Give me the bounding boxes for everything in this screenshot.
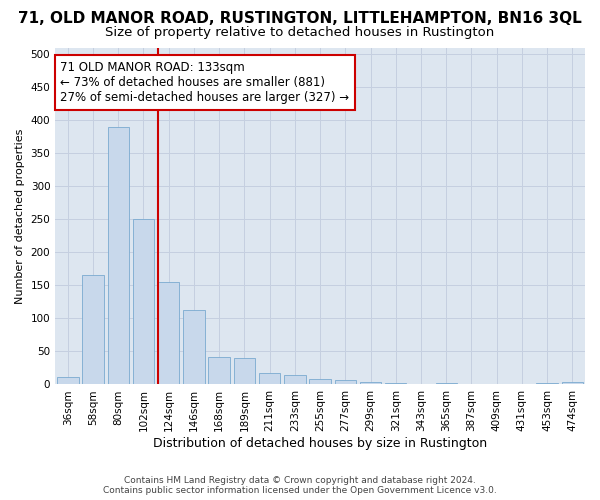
Bar [57,376,79,384]
Bar [284,375,305,384]
Bar [158,282,179,384]
X-axis label: Distribution of detached houses by size in Rustington: Distribution of detached houses by size … [153,437,487,450]
Bar [436,383,457,384]
Bar [82,276,104,384]
Text: 71 OLD MANOR ROAD: 133sqm
← 73% of detached houses are smaller (881)
27% of semi: 71 OLD MANOR ROAD: 133sqm ← 73% of detac… [61,61,350,104]
Bar [310,379,331,384]
Bar [233,358,255,384]
Bar [259,372,280,384]
Bar [385,383,406,384]
Text: Contains HM Land Registry data © Crown copyright and database right 2024.
Contai: Contains HM Land Registry data © Crown c… [103,476,497,495]
Y-axis label: Number of detached properties: Number of detached properties [15,128,25,304]
Text: Size of property relative to detached houses in Rustington: Size of property relative to detached ho… [106,26,494,39]
Bar [183,310,205,384]
Bar [107,127,129,384]
Bar [536,383,558,384]
Bar [562,382,583,384]
Bar [133,220,154,384]
Bar [208,356,230,384]
Text: 71, OLD MANOR ROAD, RUSTINGTON, LITTLEHAMPTON, BN16 3QL: 71, OLD MANOR ROAD, RUSTINGTON, LITTLEHA… [18,11,582,26]
Bar [335,380,356,384]
Bar [360,382,381,384]
